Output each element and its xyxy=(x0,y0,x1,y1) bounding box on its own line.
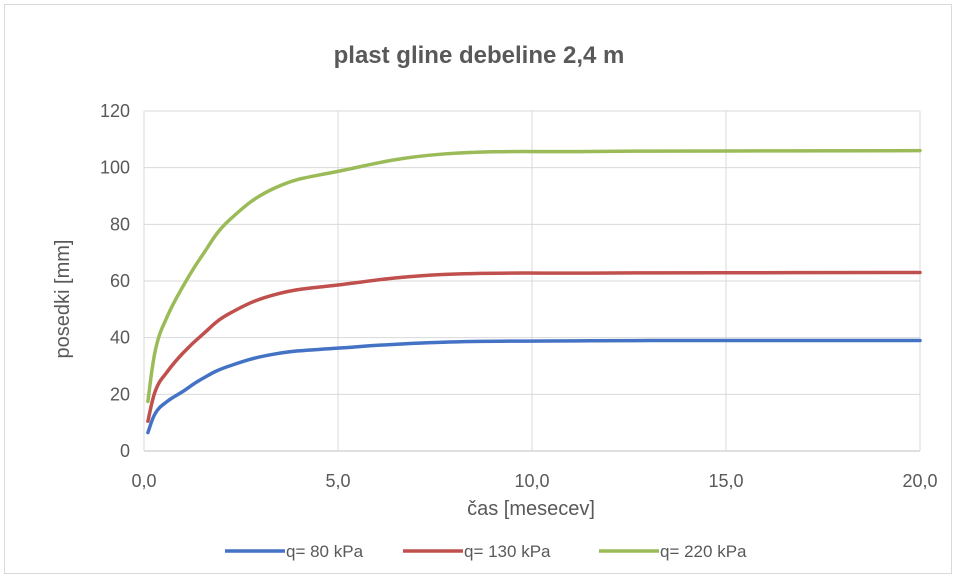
x-tick-label: 0,0 xyxy=(131,471,156,491)
y-tick-label: 100 xyxy=(100,158,130,178)
series-line-1 xyxy=(146,338,922,435)
x-axis-title: čas [mesecev] xyxy=(467,498,595,520)
series-line-2 xyxy=(146,270,922,423)
x-tick-label: 15,0 xyxy=(708,471,743,491)
chart-title: plast gline debeline 2,4 m xyxy=(334,42,625,69)
legend-label-1: q= 80 kPa xyxy=(286,542,364,561)
series-line-3 xyxy=(146,148,922,404)
chart-frame: plast gline debeline 2,4 m 0 20 40 60 80 100 1… xyxy=(4,4,952,574)
series-layer xyxy=(146,148,922,435)
y-tick-label: 40 xyxy=(110,328,130,348)
y-axis-title: posedki [mm] xyxy=(52,240,74,359)
tick-layer: 0 20 40 60 80 100 120 0,0 5,0 10,0 15,0 20,0 xyxy=(100,101,938,491)
legend: q= 80 kPa q= 130 kPa q= 220 kPa xyxy=(225,542,747,561)
y-tick-label: 60 xyxy=(110,271,130,291)
grid-layer xyxy=(143,110,921,452)
y-tick-label: 80 xyxy=(110,214,130,234)
x-tick-label: 20,0 xyxy=(902,471,937,491)
x-tick-label: 5,0 xyxy=(325,471,350,491)
y-tick-label: 20 xyxy=(110,384,130,404)
chart-svg: plast gline debeline 2,4 m 0 20 40 60 80 100 1… xyxy=(52,42,938,561)
legend-label-2: q= 130 kPa xyxy=(464,542,551,561)
y-tick-label: 0 xyxy=(120,441,130,461)
legend-label-3: q= 220 kPa xyxy=(660,542,747,561)
y-tick-label: 120 xyxy=(100,101,130,121)
x-tick-label: 10,0 xyxy=(514,471,549,491)
